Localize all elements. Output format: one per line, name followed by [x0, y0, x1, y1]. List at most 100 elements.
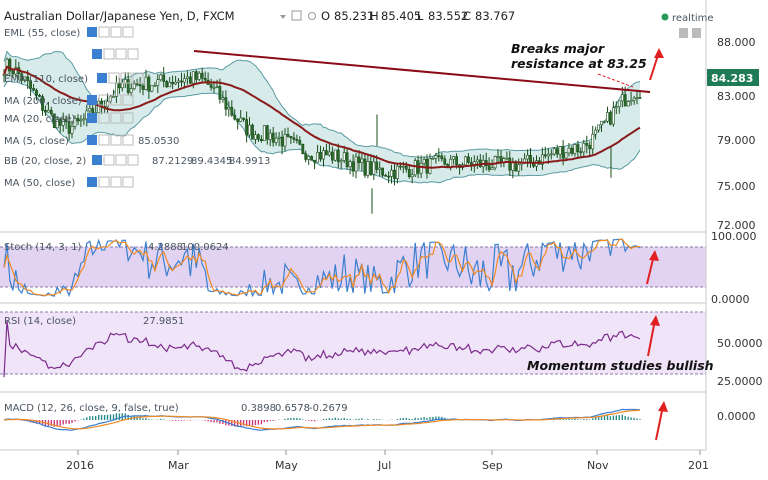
- indicator-eml[interactable]: EML (55, close): [4, 28, 80, 39]
- candle-body: [404, 165, 408, 170]
- price-axis[interactable]: 88.000 83.000 79.000 75.000 72.000: [717, 36, 756, 232]
- candle-body: [203, 78, 207, 81]
- rsi-band: [0, 311, 706, 375]
- candle-body: [189, 76, 192, 84]
- candle-body: [620, 94, 624, 102]
- indicator-ma200[interactable]: MA (200, close): [4, 96, 82, 107]
- indicator-bb[interactable]: BB (20, close, 2): [4, 156, 86, 167]
- candle-body: [322, 150, 325, 160]
- visibility-icon[interactable]: [308, 12, 316, 20]
- candle-body: [440, 155, 444, 160]
- candle-body: [324, 150, 328, 156]
- resistance-trendline[interactable]: [193, 50, 651, 93]
- settings-icon: [110, 176, 122, 188]
- candle-body: [159, 74, 163, 81]
- candle-body: [333, 149, 337, 161]
- chart-header: Australian Dollar/Japanese Yen, D, FXCM …: [4, 9, 714, 38]
- time-axis[interactable]: 2016 Mar May Jul Sep Nov 201: [66, 450, 709, 472]
- settings-icon: [110, 94, 122, 106]
- indicator-ma50[interactable]: MA (50, close): [4, 178, 75, 189]
- candle-body: [437, 155, 441, 157]
- candle-body: [49, 109, 53, 115]
- candle-body: [227, 107, 231, 110]
- arrow-up-icon-price: [649, 48, 664, 81]
- candle-body: [242, 117, 246, 120]
- macd-signal-line: [3, 409, 641, 430]
- candle-body: [82, 118, 86, 121]
- bb-value-2: 89.4345: [191, 156, 232, 167]
- indicator-ma5[interactable]: MA (5, close): [4, 136, 69, 147]
- candle-body: [274, 137, 278, 143]
- candle-body: [351, 161, 355, 172]
- visibility-icon: [87, 135, 97, 145]
- stoch-band: [0, 246, 706, 288]
- scale-toggle-icon[interactable]: [679, 28, 688, 38]
- candle-body: [632, 97, 636, 101]
- candle-body: [546, 153, 550, 157]
- candle-body: [490, 167, 494, 170]
- candle-body: [401, 165, 405, 168]
- candle-body: [79, 119, 83, 122]
- time-tick: Sep: [482, 459, 503, 472]
- candle-body: [197, 72, 201, 80]
- candle-body: [372, 161, 376, 175]
- candle-body: [41, 96, 44, 111]
- candle-body: [168, 82, 172, 88]
- candle-body: [434, 155, 438, 159]
- moving-average: [3, 65, 641, 169]
- indicator-ema110[interactable]: EMA (110, close): [4, 74, 88, 85]
- candle-body: [422, 159, 426, 164]
- stoch-label[interactable]: Stoch (14, 3, 1): [4, 242, 81, 253]
- visibility-icon: [92, 155, 102, 165]
- rsi-axis-tick: 25.0000: [717, 375, 763, 388]
- rsi-label[interactable]: RSI (14, close): [4, 316, 76, 327]
- symbol-title[interactable]: Australian Dollar/Japanese Yen, D, FXCM: [4, 9, 235, 23]
- time-tick: 2016: [66, 459, 94, 472]
- candle-body: [194, 71, 198, 80]
- candle-body: [186, 76, 189, 79]
- candle-body: [120, 83, 124, 89]
- breakout-annotation-line1: Breaks major: [511, 41, 605, 56]
- settings-icon: [127, 48, 139, 60]
- candle-body: [428, 158, 432, 174]
- high-value: 85.405: [381, 9, 421, 23]
- indicator-ma20[interactable]: MA (20, close): [4, 114, 75, 125]
- candle-body: [608, 112, 612, 125]
- stoch-value-d: 100.0624: [181, 242, 229, 253]
- candle-body: [61, 118, 65, 126]
- visibility-icon: [87, 113, 97, 123]
- candle-body: [425, 159, 429, 174]
- price-tick: 72.000: [717, 219, 756, 232]
- candle-body: [76, 118, 80, 122]
- bollinger-band-fill: [4, 51, 640, 183]
- settings-icon: [98, 112, 110, 124]
- candle-body: [236, 118, 240, 122]
- candle-body: [555, 148, 559, 155]
- settings-icon: [120, 72, 132, 84]
- macd-label[interactable]: MACD (12, 26, close, 9, false, true): [4, 403, 179, 414]
- candle-body: [254, 134, 257, 140]
- candle-body: [32, 88, 36, 91]
- candle-body: [443, 158, 447, 165]
- candle-body: [573, 144, 577, 154]
- candle-body: [336, 149, 340, 163]
- settings-icon: [98, 134, 110, 146]
- arrow-up-icon-stoch: [646, 250, 659, 285]
- settings-icon[interactable]: [291, 10, 302, 21]
- candle-body: [20, 73, 24, 81]
- candle-body: [413, 160, 417, 176]
- candle-body: [564, 152, 568, 159]
- price-tick: 75.000: [717, 180, 756, 193]
- time-tick: 201: [688, 459, 709, 472]
- realtime-label[interactable]: realtime: [672, 13, 714, 24]
- candle-body: [313, 159, 317, 163]
- scale-toggle-icon[interactable]: [692, 28, 701, 38]
- settings-icon: [103, 48, 115, 60]
- candle-body: [354, 156, 358, 172]
- candle-body: [259, 139, 263, 142]
- candle-body: [55, 119, 59, 129]
- rsi-axis-tick: 50.0000: [717, 337, 763, 350]
- arrow-up-icon-macd: [655, 401, 668, 441]
- rsi-line: [3, 320, 641, 378]
- candle-body: [360, 158, 364, 164]
